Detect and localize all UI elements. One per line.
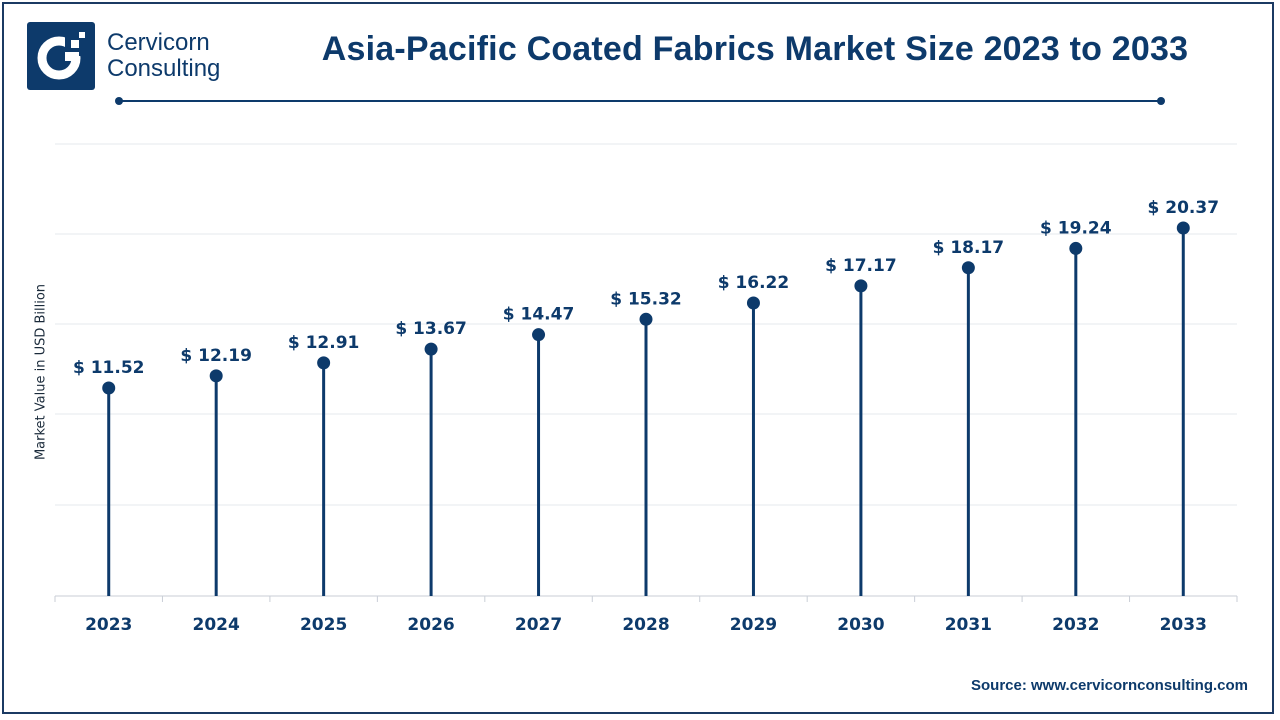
point-2029 (746, 296, 760, 310)
y-axis-label: Market Value in USD Billion (33, 283, 49, 461)
point-2026 (424, 342, 438, 356)
point-2030 (854, 279, 868, 293)
value-label-2029: $ 16.22 (718, 273, 790, 293)
value-label-2026: $ 13.67 (395, 319, 467, 339)
value-label-2025: $ 12.91 (288, 333, 360, 353)
x-tick-label-2024: 2024 (193, 615, 240, 635)
value-label-2031: $ 18.17 (933, 238, 1005, 258)
x-tick-label-2027: 2027 (515, 615, 562, 635)
lollipop-marks (102, 221, 1190, 596)
value-label-2027: $ 14.47 (503, 305, 575, 325)
x-tick-label-2031: 2031 (945, 615, 992, 635)
x-tick-label-2033: 2033 (1160, 615, 1207, 635)
value-label-2028: $ 15.32 (610, 289, 682, 309)
x-tick-label-2028: 2028 (622, 615, 669, 635)
point-2023 (102, 381, 116, 395)
x-tick-label-2023: 2023 (85, 615, 132, 635)
point-2025 (317, 356, 331, 370)
point-2027 (532, 328, 546, 342)
point-2028 (639, 312, 653, 326)
x-tick-label-2026: 2026 (407, 615, 454, 635)
value-label-2023: $ 11.52 (73, 358, 145, 378)
x-tick-labels: 2023 2024 2025 2026 2027 2028 2029 2030 2031 2032… (85, 615, 1207, 635)
x-tick-label-2029: 2029 (730, 615, 777, 635)
value-labels: $ 11.52 $ 12.19 $ 12.91 $ 13.67 $ 14.47 $ 15.… (73, 198, 1219, 378)
title-underline (115, 97, 1165, 105)
value-label-2024: $ 12.19 (180, 346, 252, 366)
brand-name-line2: Consulting (107, 55, 221, 82)
source-text: Source: www.cervicornconsulting.com (970, 677, 1248, 694)
point-2031 (961, 261, 975, 275)
value-label-2030: $ 17.17 (825, 256, 897, 276)
value-label-2033: $ 20.37 (1148, 198, 1220, 218)
brand-name-line1: Cervicorn (107, 29, 210, 56)
point-2024 (209, 369, 223, 383)
x-tick-label-2025: 2025 (300, 615, 347, 635)
x-axis (54, 595, 1238, 602)
x-tick-label-2032: 2032 (1052, 615, 1099, 635)
brand-name: Cervicorn Consulting (107, 30, 220, 82)
x-tick-label-2030: 2030 (837, 615, 884, 635)
logo-mark-icon (27, 22, 95, 90)
point-2032 (1069, 241, 1083, 255)
value-label-2032: $ 19.24 (1040, 218, 1112, 238)
chart-title: Asia-Pacific Coated Fabrics Market Size … (321, 30, 1189, 68)
point-2033 (1176, 221, 1190, 235)
brand-logo: Cervicorn Consulting (27, 22, 220, 90)
